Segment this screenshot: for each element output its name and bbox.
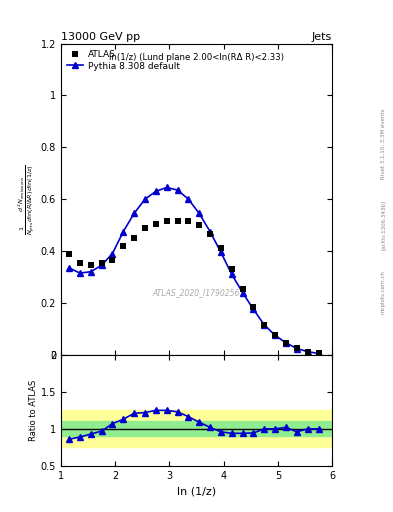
Pythia 8.308 default bbox=[164, 184, 169, 190]
ATLAS bbox=[207, 230, 213, 238]
ATLAS bbox=[174, 217, 181, 225]
Pythia 8.308 default bbox=[219, 249, 223, 255]
Text: Rivet 3.1.10, 3.3M events: Rivet 3.1.10, 3.3M events bbox=[381, 108, 386, 179]
ATLAS bbox=[218, 244, 224, 252]
ATLAS bbox=[185, 217, 191, 225]
ATLAS bbox=[120, 242, 127, 250]
Y-axis label: $\frac{1}{N_\mathrm{jets}}\frac{d^2N_\mathrm{emissions}}{d\ln(R/\Delta R)\,d\ln(: $\frac{1}{N_\mathrm{jets}}\frac{d^2N_\ma… bbox=[16, 164, 37, 234]
ATLAS bbox=[109, 256, 116, 264]
ATLAS bbox=[305, 348, 311, 356]
Pythia 8.308 default bbox=[186, 196, 191, 202]
Pythia 8.308 default bbox=[251, 306, 256, 312]
Pythia 8.308 default bbox=[294, 346, 299, 352]
ATLAS bbox=[66, 249, 72, 258]
Pythia 8.308 default bbox=[208, 228, 212, 234]
Pythia 8.308 default bbox=[197, 210, 202, 217]
Pythia 8.308 default bbox=[316, 350, 321, 356]
ATLAS bbox=[239, 285, 246, 293]
Text: Jets: Jets bbox=[312, 32, 332, 42]
Pythia 8.308 default bbox=[230, 271, 234, 278]
X-axis label: ln (1/z): ln (1/z) bbox=[177, 486, 216, 496]
Pythia 8.308 default bbox=[99, 262, 104, 268]
Pythia 8.308 default bbox=[110, 250, 115, 257]
ATLAS bbox=[88, 261, 94, 269]
ATLAS bbox=[283, 339, 289, 347]
Pythia 8.308 default bbox=[262, 322, 266, 328]
ATLAS bbox=[261, 321, 267, 329]
ATLAS bbox=[77, 259, 83, 267]
Pythia 8.308 default bbox=[284, 340, 288, 346]
ATLAS bbox=[272, 331, 278, 339]
Pythia 8.308 default bbox=[175, 187, 180, 193]
Y-axis label: Ratio to ATLAS: Ratio to ATLAS bbox=[29, 380, 38, 441]
Legend: ATLAS, Pythia 8.308 default: ATLAS, Pythia 8.308 default bbox=[65, 48, 182, 72]
Pythia 8.308 default bbox=[132, 210, 136, 217]
ATLAS bbox=[163, 217, 170, 225]
ATLAS bbox=[196, 221, 202, 229]
ATLAS bbox=[229, 265, 235, 273]
Text: ATLAS_2020_I1790256: ATLAS_2020_I1790256 bbox=[153, 288, 240, 297]
ATLAS bbox=[315, 349, 321, 357]
Pythia 8.308 default bbox=[77, 270, 82, 276]
Text: ln(1/z) (Lund plane 2.00<ln(RΔ R)<2.33): ln(1/z) (Lund plane 2.00<ln(RΔ R)<2.33) bbox=[109, 53, 284, 62]
Pythia 8.308 default bbox=[305, 349, 310, 355]
Pythia 8.308 default bbox=[273, 332, 277, 338]
Pythia 8.308 default bbox=[240, 289, 245, 295]
ATLAS bbox=[98, 259, 105, 267]
Pythia 8.308 default bbox=[153, 188, 158, 195]
Pythia 8.308 default bbox=[143, 196, 147, 202]
Text: [arXiv:1306.3436]: [arXiv:1306.3436] bbox=[381, 200, 386, 250]
Pythia 8.308 default bbox=[121, 228, 126, 234]
Pythia 8.308 default bbox=[67, 265, 72, 271]
ATLAS bbox=[142, 224, 148, 232]
ATLAS bbox=[294, 344, 300, 352]
ATLAS bbox=[131, 234, 137, 242]
Line: Pythia 8.308 default: Pythia 8.308 default bbox=[66, 185, 321, 356]
Text: 13000 GeV pp: 13000 GeV pp bbox=[61, 32, 140, 42]
Text: mcplots.cern.ch: mcplots.cern.ch bbox=[381, 270, 386, 314]
ATLAS bbox=[250, 303, 257, 311]
ATLAS bbox=[152, 220, 159, 228]
Pythia 8.308 default bbox=[88, 269, 93, 275]
